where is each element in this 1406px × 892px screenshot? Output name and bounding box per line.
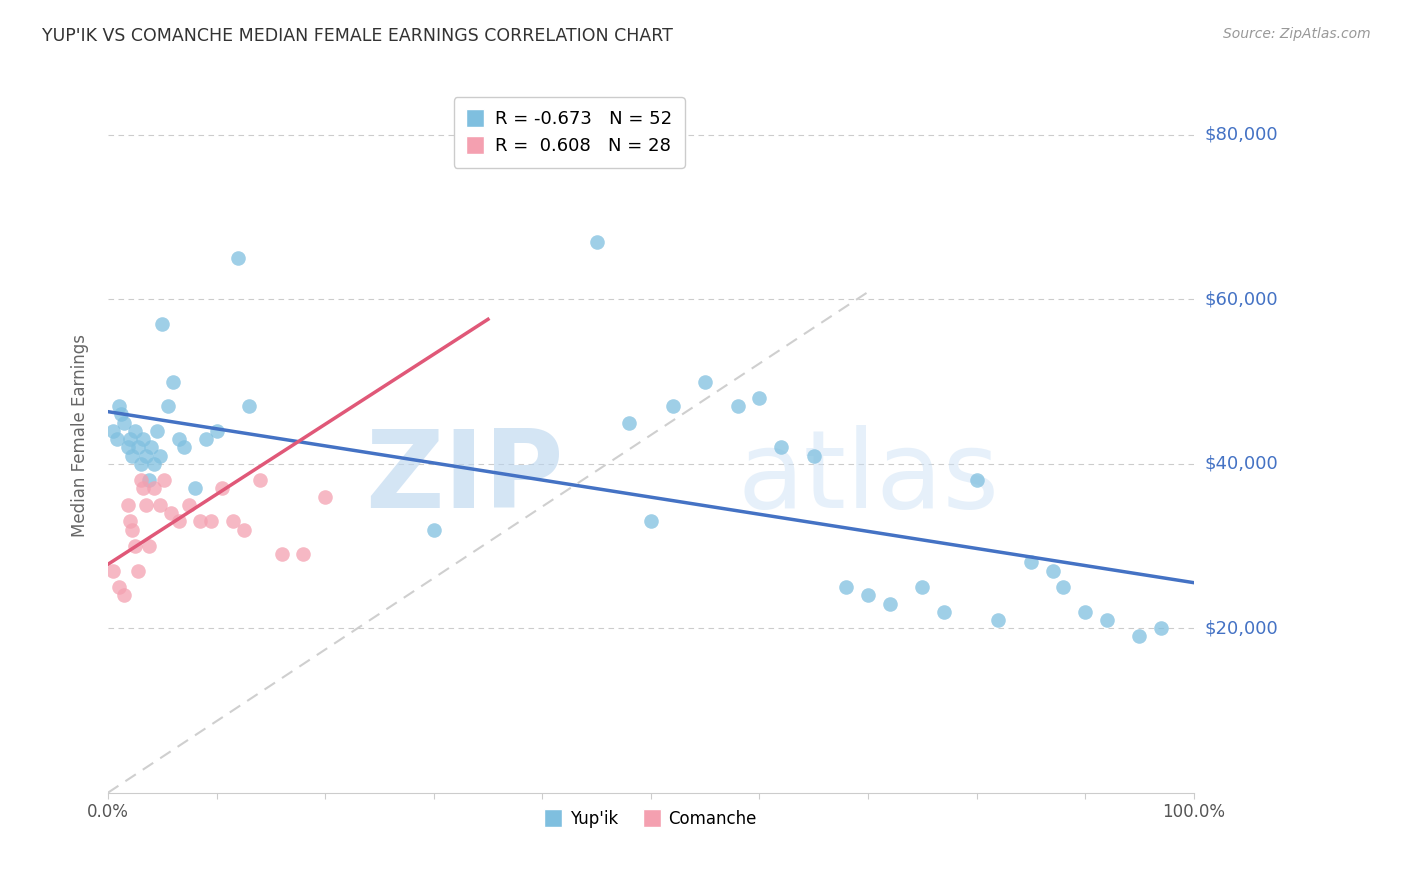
Point bbox=[105, 432, 128, 446]
Point bbox=[803, 449, 825, 463]
Point bbox=[142, 457, 165, 471]
Point bbox=[640, 514, 662, 528]
Point bbox=[138, 539, 160, 553]
Point bbox=[118, 432, 141, 446]
Point bbox=[141, 441, 163, 455]
Point bbox=[292, 547, 315, 561]
Point bbox=[110, 408, 132, 422]
Point bbox=[142, 482, 165, 496]
Point bbox=[149, 498, 172, 512]
Point bbox=[103, 564, 125, 578]
Point bbox=[121, 449, 143, 463]
Legend: Yup'ik, Comanche: Yup'ik, Comanche bbox=[538, 803, 763, 834]
Point bbox=[966, 473, 988, 487]
Point bbox=[232, 523, 254, 537]
Point bbox=[422, 523, 444, 537]
Point bbox=[112, 416, 135, 430]
Point bbox=[727, 399, 749, 413]
Point bbox=[932, 605, 955, 619]
Point bbox=[156, 399, 179, 413]
Point bbox=[112, 588, 135, 602]
Point bbox=[465, 153, 488, 167]
Point bbox=[108, 399, 131, 413]
Point bbox=[124, 539, 146, 553]
Text: $40,000: $40,000 bbox=[1205, 455, 1278, 473]
Point bbox=[661, 399, 683, 413]
Point bbox=[1074, 605, 1097, 619]
Text: $60,000: $60,000 bbox=[1205, 291, 1278, 309]
Point bbox=[770, 441, 793, 455]
Point bbox=[150, 317, 173, 331]
Point bbox=[146, 424, 169, 438]
Point bbox=[103, 424, 125, 438]
Point bbox=[149, 449, 172, 463]
Point bbox=[153, 473, 176, 487]
Point bbox=[200, 514, 222, 528]
Point bbox=[135, 498, 157, 512]
Point bbox=[179, 498, 201, 512]
Point bbox=[987, 613, 1010, 627]
Point bbox=[132, 482, 155, 496]
Text: ZIP: ZIP bbox=[366, 425, 564, 531]
Point bbox=[748, 391, 770, 405]
Point bbox=[194, 432, 217, 446]
Point bbox=[911, 580, 934, 594]
Point bbox=[117, 441, 139, 455]
Text: $20,000: $20,000 bbox=[1205, 619, 1278, 637]
Point bbox=[1019, 556, 1042, 570]
Point bbox=[135, 449, 157, 463]
Point bbox=[226, 252, 249, 266]
Point bbox=[108, 580, 131, 594]
Point bbox=[162, 375, 184, 389]
Point bbox=[118, 514, 141, 528]
Point bbox=[129, 457, 152, 471]
Point bbox=[167, 432, 190, 446]
Point bbox=[127, 564, 149, 578]
Point bbox=[222, 514, 245, 528]
Point bbox=[167, 514, 190, 528]
Point bbox=[127, 441, 149, 455]
Point bbox=[617, 416, 640, 430]
Point bbox=[693, 375, 716, 389]
Point bbox=[879, 597, 901, 611]
Point bbox=[211, 482, 233, 496]
Point bbox=[1128, 630, 1150, 644]
Point bbox=[238, 399, 260, 413]
Point bbox=[184, 482, 207, 496]
Point bbox=[270, 547, 292, 561]
Point bbox=[585, 235, 607, 249]
Point bbox=[856, 588, 879, 602]
Point bbox=[173, 441, 195, 455]
Point bbox=[188, 514, 211, 528]
Point bbox=[835, 580, 858, 594]
Text: YUP'IK VS COMANCHE MEDIAN FEMALE EARNINGS CORRELATION CHART: YUP'IK VS COMANCHE MEDIAN FEMALE EARNING… bbox=[42, 27, 673, 45]
Point bbox=[132, 432, 155, 446]
Text: $80,000: $80,000 bbox=[1205, 126, 1278, 144]
Point bbox=[129, 473, 152, 487]
Point bbox=[1052, 580, 1074, 594]
Text: Source: ZipAtlas.com: Source: ZipAtlas.com bbox=[1223, 27, 1371, 41]
Y-axis label: Median Female Earnings: Median Female Earnings bbox=[72, 334, 89, 537]
Point bbox=[160, 506, 183, 520]
Point bbox=[1150, 621, 1173, 635]
Point bbox=[249, 473, 271, 487]
Text: atlas: atlas bbox=[738, 425, 1000, 531]
Point bbox=[124, 424, 146, 438]
Point bbox=[205, 424, 228, 438]
Point bbox=[1095, 613, 1118, 627]
Point bbox=[314, 490, 336, 504]
Point bbox=[138, 473, 160, 487]
Point bbox=[121, 523, 143, 537]
Point bbox=[1042, 564, 1064, 578]
Point bbox=[117, 498, 139, 512]
